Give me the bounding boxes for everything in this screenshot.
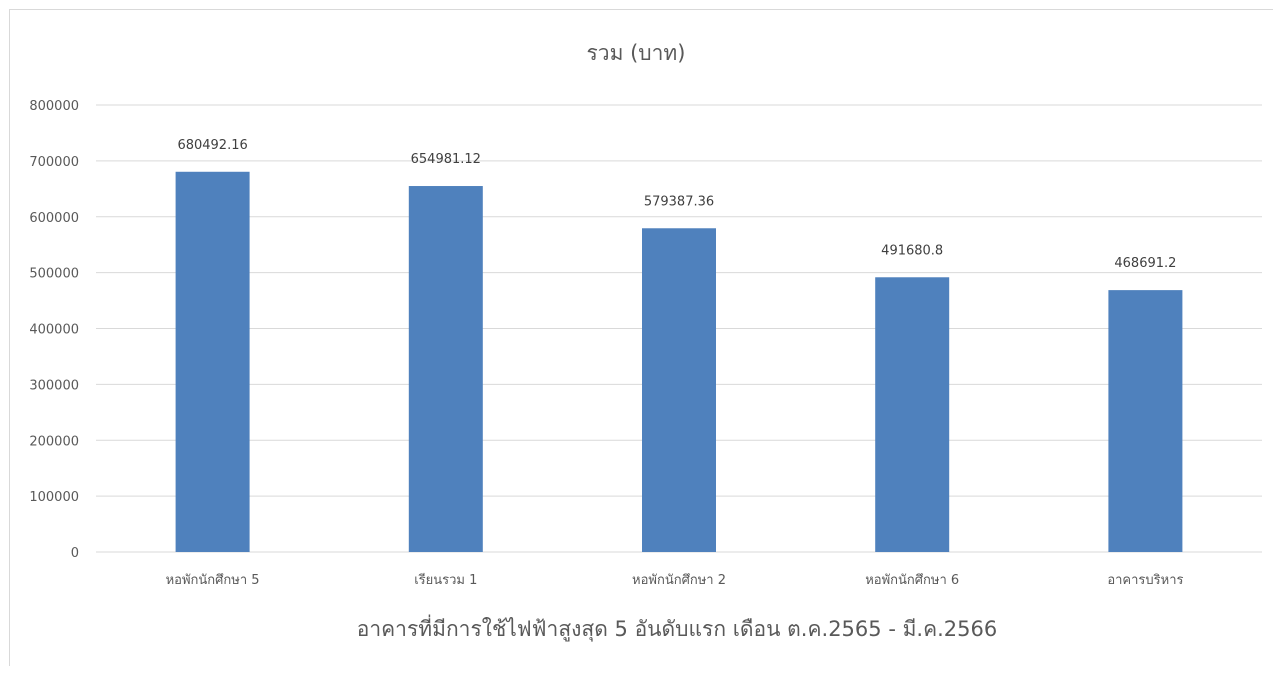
y-tick-label: 200000 [29,434,79,449]
data-label: 468691.2 [1114,256,1176,271]
data-label: 680492.16 [177,138,247,153]
chart-title: รวม (บาท) [587,41,686,65]
y-tick-label: 0 [71,546,79,561]
category-label: หอพักนักศึกษา 6 [865,573,959,588]
bar [642,228,716,552]
category-label: หอพักนักศึกษา 5 [166,573,260,588]
y-tick-label: 700000 [29,155,79,170]
bar [1108,290,1183,552]
data-label: 491680.8 [881,243,943,258]
x-axis-title: อาคารที่มีการใช้ไฟฟ้าสูงสุด 5 อันดับแรก … [357,614,998,642]
y-tick-label: 300000 [29,378,79,393]
y-tick-label: 600000 [29,211,79,226]
y-axis-ticks: 0 100000 200000 300000 400000 500000 600000 700… [29,99,79,561]
x-axis-categories: หอพักนักศึกษา 5 เรียนรวม 1 หอพักนักศึกษา 2… [166,572,1184,588]
data-label: 654981.12 [411,152,481,167]
category-label: หอพักนักศึกษา 2 [632,573,726,588]
data-labels: 680492.16 654981.12 579387.36 491680.8 46869… [177,138,1176,271]
bar [408,186,483,552]
y-tick-label: 100000 [29,490,79,505]
chart-frame [9,9,1273,666]
category-label: อาคารบริหาร [1107,573,1183,588]
bar [875,277,950,552]
y-tick-label: 500000 [29,267,79,282]
y-tick-label: 400000 [29,323,79,338]
bar [175,171,250,552]
data-label: 579387.36 [644,194,714,209]
bars [175,171,1183,552]
y-tick-label: 800000 [29,99,79,114]
category-label: เรียนรวม 1 [414,572,477,588]
